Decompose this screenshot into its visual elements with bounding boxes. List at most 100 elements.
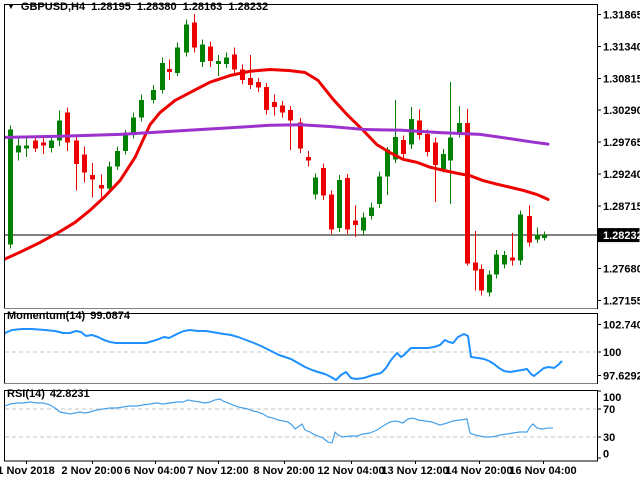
momentum-axis-label: 97.6292 [603, 371, 640, 383]
candle [41, 135, 46, 154]
candle [353, 205, 358, 238]
symbol-dropdown-icon[interactable]: ▼ [7, 1, 15, 11]
candle [107, 161, 112, 193]
time-axis-label: 7 Nov 12:00 [187, 465, 248, 477]
time-axis-label: 8 Nov 20:00 [253, 465, 314, 477]
rsi-axis-label: 0 [603, 449, 609, 461]
price-axis-label: 1.31340 [603, 41, 640, 53]
candle [473, 230, 478, 291]
symbol-period-label: GBPUSD,H4 [20, 1, 86, 13]
candle [313, 173, 318, 200]
candle [280, 101, 285, 118]
candle [216, 54, 221, 77]
ma-purple-line [5, 123, 550, 146]
candle [82, 146, 87, 183]
candle [74, 136, 79, 191]
ohlc-open: 1.28195 [91, 1, 131, 13]
candle [417, 109, 422, 140]
rsi-value: 42.8231 [49, 388, 90, 400]
candle [57, 110, 62, 146]
candle [115, 146, 120, 171]
candle [518, 210, 523, 265]
candle [510, 232, 515, 266]
candle [256, 77, 261, 92]
candle [232, 47, 237, 75]
candle [224, 52, 229, 69]
svg-text:1.28232: 1.28232 [603, 230, 640, 242]
candle [337, 175, 342, 233]
time-axis-label: 1 Nov 2018 [0, 465, 55, 477]
candle [401, 135, 406, 159]
time-axis-label: 14 Nov 20:00 [445, 465, 512, 477]
candle [385, 147, 390, 196]
panel-divider[interactable] [0, 383, 597, 390]
momentum-indicator-label: Momentum(14) 99.0874 [7, 310, 130, 322]
price-axis-label: 1.30815 [603, 73, 640, 85]
ohlc-close: 1.28232 [228, 1, 269, 13]
momentum-line [5, 328, 563, 381]
time-axis-label: 16 Nov 04:00 [509, 465, 576, 477]
candle [535, 227, 540, 244]
current-price-tag: 1.28232 [597, 228, 640, 243]
price-axis-label: 1.29765 [603, 137, 640, 149]
time-axis-label: 13 Nov 12:00 [381, 465, 448, 477]
rsi-indicator-label: RSI(14) 42.8231 [7, 388, 90, 400]
candle [448, 82, 453, 205]
candle [65, 107, 70, 151]
candle [139, 94, 144, 122]
price-axis-label: 1.31865 [603, 10, 640, 22]
time-axis-label: 2 Nov 20:00 [61, 465, 122, 477]
ohlc-low: 1.28163 [182, 1, 223, 13]
rsi-axis-label: 70 [603, 404, 615, 416]
rsi-line [5, 398, 553, 444]
candle [345, 173, 350, 234]
candle [361, 212, 366, 236]
candle [542, 231, 547, 241]
price-axis-label: 1.29240 [603, 169, 640, 181]
candle [329, 190, 334, 234]
momentum-value: 99.0874 [90, 310, 130, 322]
candle [175, 42, 180, 77]
candle [160, 57, 165, 94]
rsi-panel[interactable] [4, 390, 598, 462]
candle [24, 138, 29, 157]
main-price-panel[interactable] [4, 4, 598, 309]
candle [151, 85, 156, 104]
candle [16, 135, 21, 161]
candle [441, 148, 446, 173]
candle [184, 19, 189, 57]
ohlc-high: 1.28380 [136, 1, 177, 13]
rsi-name: RSI(14) [7, 388, 45, 400]
time-axis-label: 6 Nov 04:00 [124, 465, 185, 477]
candles-layer [5, 14, 597, 297]
candle [425, 129, 430, 157]
time-axis-label: 12 Nov 04:00 [317, 465, 384, 477]
chart-header: ▼ GBPUSD,H4 1.28195 1.28380 1.28163 1.28… [7, 1, 268, 13]
candle [306, 150, 311, 167]
candle [200, 39, 205, 68]
candle [33, 135, 38, 153]
candle [99, 174, 104, 198]
candle [479, 264, 484, 296]
candle [8, 125, 13, 249]
panel-divider[interactable] [0, 308, 597, 313]
momentum-axis[interactable]: 102.7407 100 97.6292 [597, 320, 640, 383]
rsi-axis-label: 100 [603, 392, 621, 404]
momentum-name: Momentum(14) [7, 310, 86, 322]
price-axis-label: 1.27680 [603, 264, 640, 276]
time-axis[interactable]: 1 Nov 2018 2 Nov 20:00 6 Nov 04:00 7 Nov 12… [0, 460, 577, 478]
candle [167, 59, 172, 80]
price-axis-label: 1.28715 [603, 201, 640, 213]
candle [192, 14, 197, 53]
candle [49, 135, 54, 153]
price-axis-label: 1.27155 [603, 295, 640, 307]
price-axis[interactable]: 1.31865 1.31340 1.30815 1.30290 1.29765 1.292… [597, 10, 640, 308]
candle [487, 270, 492, 297]
momentum-panel[interactable] [4, 313, 598, 384]
price-axis-label: 1.30290 [603, 105, 640, 117]
rsi-layer [5, 398, 596, 444]
candle [377, 171, 382, 208]
